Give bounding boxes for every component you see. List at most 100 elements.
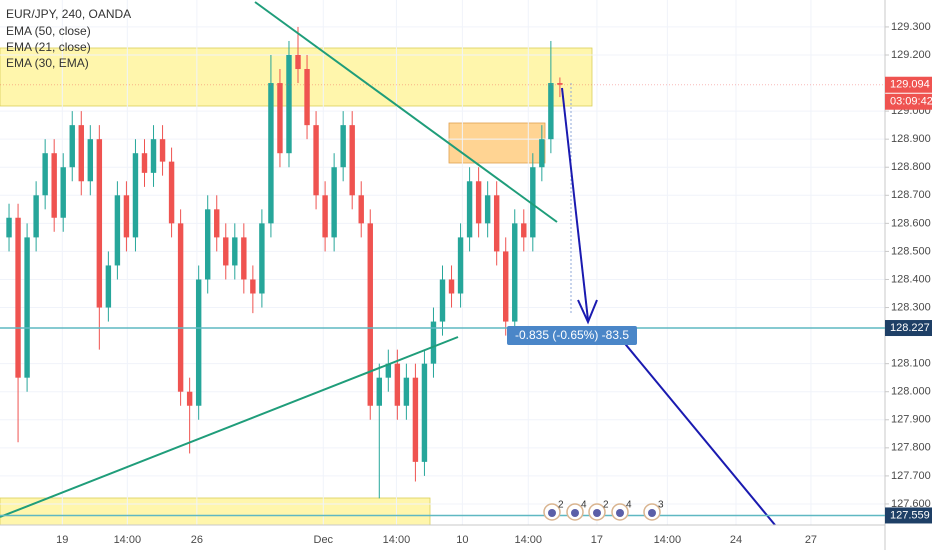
x-tick-label: 14:00 — [654, 534, 682, 546]
candle-body — [195, 279, 202, 406]
candle-body — [177, 223, 184, 392]
event-count: 2 — [558, 500, 564, 511]
measure-label: -0.835 (-0.65%) -83.5 — [515, 328, 629, 342]
candle-body — [295, 54, 301, 70]
y-tick-label: 128.600 — [891, 217, 931, 229]
candle-body — [96, 139, 103, 308]
candle-body — [268, 83, 274, 224]
candle-body — [475, 181, 482, 224]
candle-body — [114, 195, 121, 266]
countdown-box — [885, 93, 932, 110]
x-tick-label: Dec — [314, 534, 334, 546]
y-tick-label: 127.900 — [891, 414, 931, 426]
candle-body — [403, 377, 410, 406]
event-count: 4 — [581, 500, 587, 511]
candle-body — [385, 363, 392, 378]
candle-body — [69, 125, 75, 168]
candle-body — [322, 195, 328, 238]
arrow — [561, 87, 589, 321]
candle-body — [439, 279, 446, 322]
candle-body — [539, 139, 545, 168]
last-price-box — [885, 76, 932, 93]
candle-body — [78, 125, 84, 182]
candle-body — [241, 237, 247, 280]
event-count: 2 — [603, 500, 609, 511]
y-tick-label: 128.900 — [891, 133, 931, 145]
event-flag — [571, 509, 579, 517]
candle-body — [430, 321, 437, 364]
y-tick-label: 129.200 — [891, 49, 931, 61]
candle-body — [331, 167, 337, 238]
candle-body — [512, 223, 518, 322]
event-count: 3 — [658, 500, 664, 511]
candle-body — [6, 217, 12, 238]
y-tick-label: 127.600 — [891, 498, 931, 510]
candle-body — [484, 195, 491, 224]
candle-body — [15, 217, 21, 378]
arrow-head — [577, 299, 598, 325]
x-tick-label: 17 — [591, 534, 603, 546]
chart-title: EUR/JPY, 240, OANDA — [6, 7, 131, 21]
candle-body — [448, 279, 455, 294]
event-flag — [548, 509, 556, 517]
y-tick-label: 128.800 — [891, 161, 931, 173]
candle-body — [521, 223, 527, 238]
trendline — [0, 336, 459, 518]
demand-zone — [0, 497, 431, 526]
event-flag — [593, 509, 601, 517]
countdown-label: 03:09:42 — [890, 96, 932, 108]
candle-body — [304, 69, 310, 126]
price-label: 128.227 — [890, 322, 930, 334]
candle-body — [123, 195, 130, 238]
y-tick-label: 129.300 — [891, 21, 931, 33]
candle-body — [376, 377, 382, 406]
x-tick-label: 26 — [191, 534, 203, 546]
trendline — [254, 1, 558, 223]
y-tick-label: 128.400 — [891, 273, 931, 285]
order-block — [448, 122, 546, 164]
candle-body — [159, 139, 166, 162]
candle-body — [105, 265, 112, 308]
x-tick-label: 19 — [56, 534, 68, 546]
candle-body — [141, 153, 148, 173]
candle-body — [42, 153, 48, 196]
indicator-label: EMA (21, close) — [6, 40, 91, 54]
candle-body — [186, 391, 193, 406]
y-tick-label: 128.000 — [891, 386, 931, 398]
measure-box — [507, 326, 637, 345]
last-price-label: 129.094 — [890, 79, 930, 91]
candle-body — [557, 83, 563, 85]
candle-body — [87, 139, 94, 182]
event-count: 4 — [626, 500, 632, 511]
candle-body — [204, 209, 211, 280]
candle-body — [24, 237, 30, 378]
candle-body — [250, 279, 256, 294]
indicator-label: EMA (30, EMA) — [6, 56, 89, 70]
candle-body — [457, 237, 464, 294]
candle-body — [214, 209, 220, 238]
x-tick-label: 24 — [730, 534, 742, 546]
candle-body — [232, 237, 238, 266]
price-label-box — [885, 507, 932, 524]
plot-area — [0, 0, 885, 525]
arrow — [611, 327, 776, 526]
candle-body — [530, 167, 536, 238]
candle-body — [358, 195, 364, 224]
candle-body — [313, 125, 319, 196]
candle-body — [548, 83, 554, 140]
candle-body — [132, 153, 139, 238]
x-tick-label: 10 — [456, 534, 468, 546]
y-tick-label: 128.500 — [891, 245, 931, 257]
candle-body — [493, 195, 500, 252]
candle-body — [150, 139, 157, 173]
y-tick-label: 127.800 — [891, 442, 931, 454]
candle-body — [286, 54, 292, 154]
candle-body — [421, 363, 428, 462]
y-tick-label: 127.700 — [891, 470, 931, 482]
candle-body — [394, 363, 401, 406]
candle-body — [466, 181, 473, 238]
y-tick-label: 128.700 — [891, 189, 931, 201]
candle-body — [412, 377, 419, 462]
